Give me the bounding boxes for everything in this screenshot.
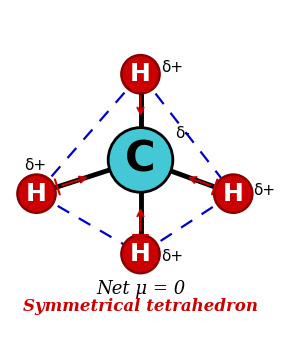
Text: C: C <box>125 139 156 181</box>
Text: δ+: δ+ <box>253 183 276 198</box>
Text: δ+: δ+ <box>24 157 46 173</box>
Text: δ-: δ- <box>176 126 191 141</box>
Text: H: H <box>130 62 151 86</box>
Text: δ+: δ+ <box>161 249 183 264</box>
Text: δ+: δ+ <box>161 60 183 75</box>
Text: H: H <box>26 182 47 206</box>
Circle shape <box>17 174 56 213</box>
Circle shape <box>121 55 160 93</box>
Text: Net μ = 0: Net μ = 0 <box>96 280 185 298</box>
Circle shape <box>121 235 160 273</box>
Text: Symmetrical tetrahedron: Symmetrical tetrahedron <box>23 298 258 315</box>
Circle shape <box>108 128 173 192</box>
Circle shape <box>214 174 252 213</box>
Text: H: H <box>223 182 244 206</box>
Text: H: H <box>130 242 151 266</box>
